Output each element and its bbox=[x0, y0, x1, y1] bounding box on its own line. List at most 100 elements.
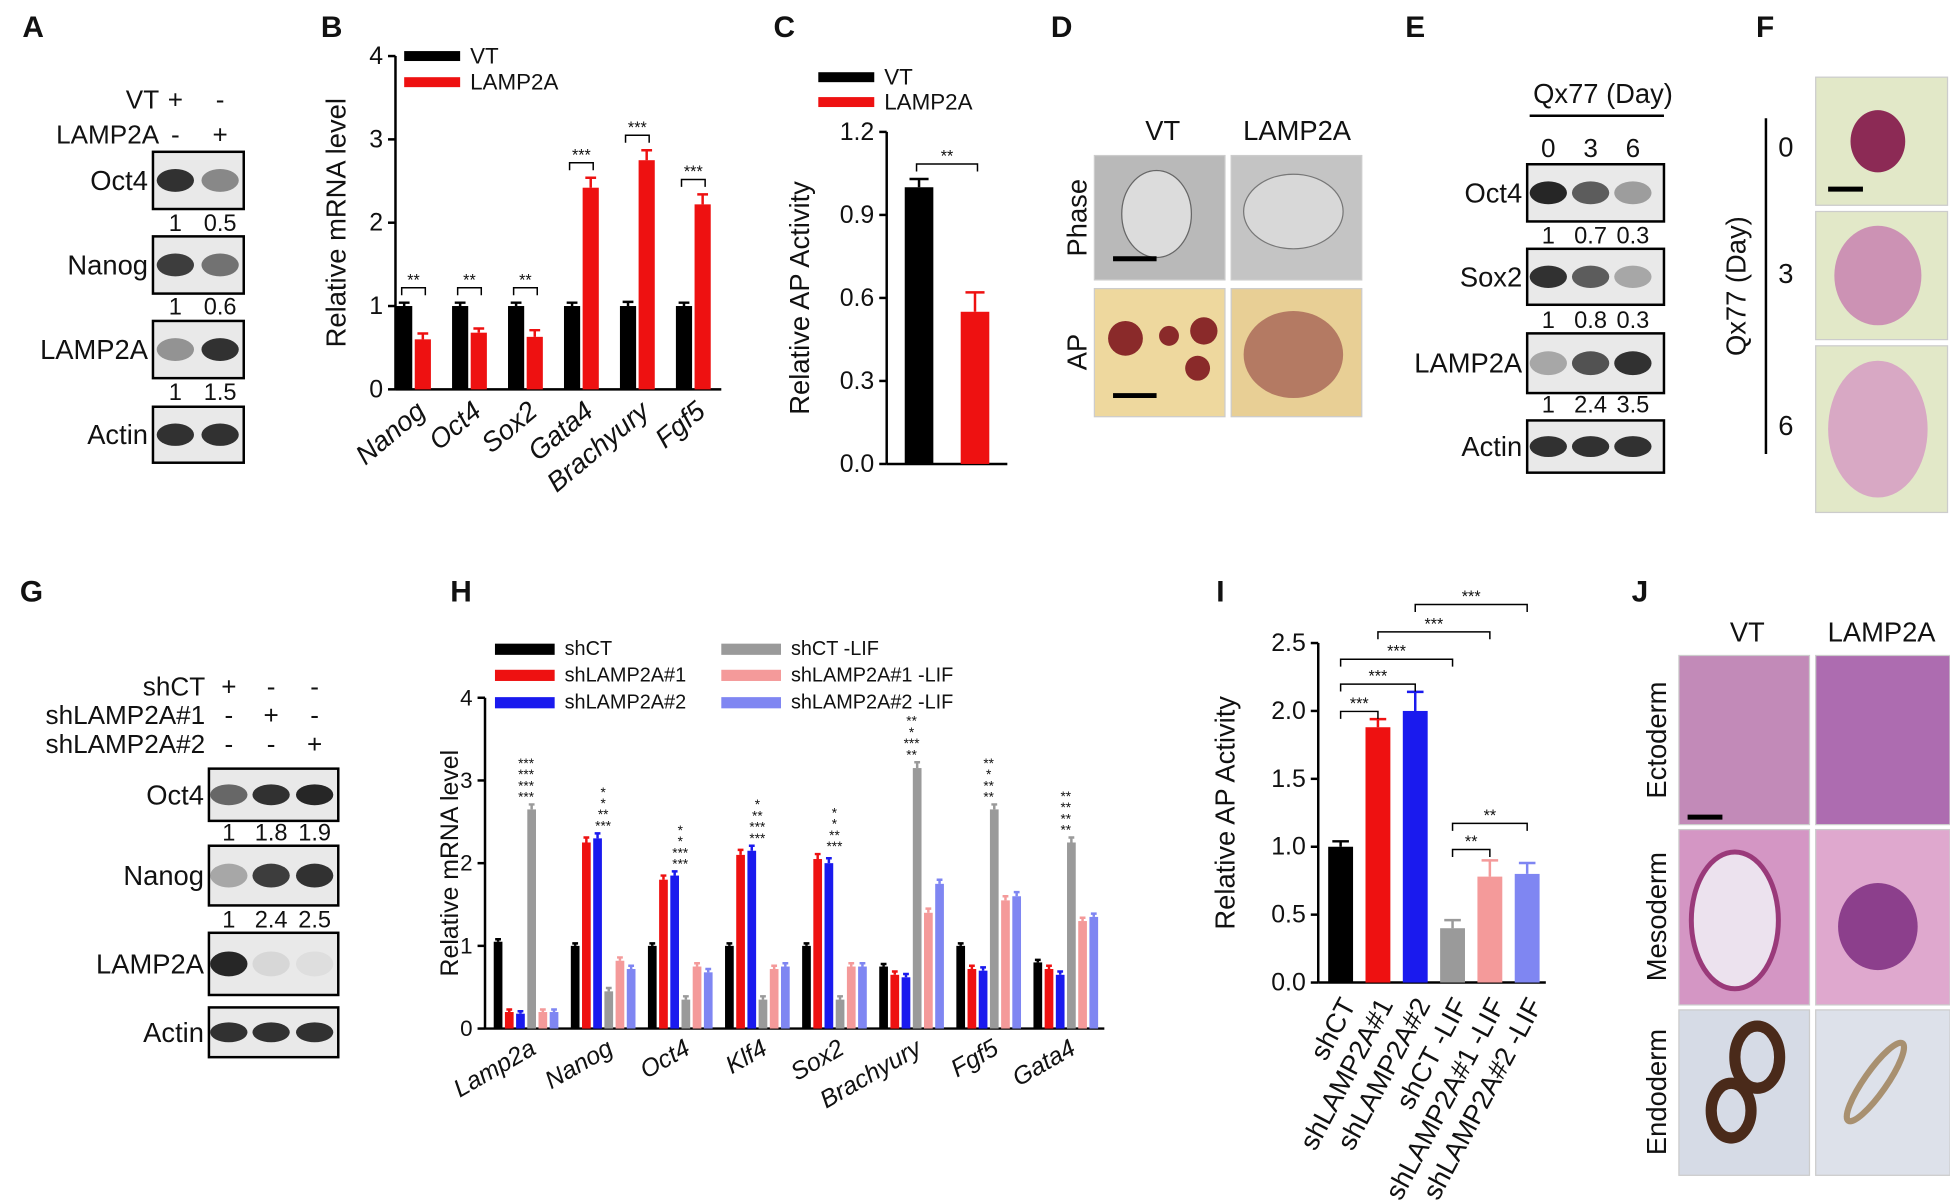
y-tick-label: 1.2 bbox=[840, 118, 875, 146]
x-tick-label: Fgf5 bbox=[946, 1034, 1003, 1083]
blot-quant: 0.7 bbox=[1574, 223, 1607, 249]
bar bbox=[1440, 928, 1465, 983]
error-bar bbox=[594, 832, 601, 839]
legend-swatch bbox=[818, 97, 875, 108]
x-tick-label: Fgf5 bbox=[649, 394, 711, 453]
significance-bracket bbox=[512, 287, 538, 296]
bar bbox=[626, 969, 636, 1029]
blot-band bbox=[1571, 351, 1610, 376]
tissue bbox=[1843, 1039, 1908, 1125]
error-bar bbox=[891, 970, 898, 975]
bar bbox=[604, 991, 614, 1029]
panel-letter: H bbox=[450, 576, 472, 609]
row-label: Mesoderm bbox=[1641, 852, 1672, 981]
bar bbox=[615, 960, 625, 1029]
bar bbox=[989, 809, 999, 1029]
condition-sign: + bbox=[307, 729, 322, 759]
blot-quant: 1 bbox=[1542, 308, 1555, 334]
error-bar bbox=[566, 301, 578, 307]
bar bbox=[470, 332, 487, 390]
significance-label: * bbox=[600, 796, 606, 811]
colony bbox=[1185, 355, 1211, 381]
legend-label: VT bbox=[884, 65, 913, 90]
bar bbox=[593, 838, 602, 1029]
error-bar bbox=[1444, 918, 1461, 929]
bar bbox=[904, 187, 934, 464]
condition-sign: + bbox=[263, 700, 278, 730]
legend-swatch bbox=[721, 669, 781, 681]
blot-band bbox=[1571, 436, 1610, 457]
significance-label: ** bbox=[1060, 800, 1071, 815]
error-bar bbox=[617, 956, 623, 961]
error-bar bbox=[1068, 836, 1075, 843]
legend-swatch bbox=[721, 697, 781, 709]
bar bbox=[1001, 900, 1010, 1029]
legend-label: VT bbox=[470, 44, 499, 69]
column-label: VT bbox=[1145, 115, 1180, 146]
y-axis-label: Relative mRNA level bbox=[436, 750, 464, 977]
error-bar bbox=[605, 986, 612, 992]
y-tick-label: 1.0 bbox=[1271, 833, 1306, 861]
bar bbox=[1402, 710, 1428, 983]
significance-label: *** bbox=[518, 756, 535, 771]
bar bbox=[824, 863, 834, 1029]
blot-quant: 1.5 bbox=[204, 380, 237, 406]
blot-quant: 0.3 bbox=[1616, 308, 1649, 334]
significance-label: * bbox=[909, 725, 915, 740]
error-bar bbox=[925, 907, 932, 913]
bar bbox=[516, 1013, 525, 1029]
column-label: LAMP2A bbox=[1243, 115, 1352, 146]
significance-bracket bbox=[1451, 848, 1491, 857]
error-bar bbox=[585, 176, 597, 188]
row-label: Ectoderm bbox=[1641, 682, 1672, 799]
bar bbox=[570, 945, 580, 1029]
blot-row-label: LAMP2A bbox=[1414, 348, 1523, 379]
tissue bbox=[1705, 1077, 1757, 1144]
significance-label: *** bbox=[628, 119, 648, 137]
error-bar bbox=[1332, 840, 1349, 847]
significance-label: ** bbox=[598, 807, 609, 822]
blot-band bbox=[156, 253, 195, 277]
blot-band bbox=[252, 1022, 290, 1043]
lane-label: 6 bbox=[1626, 133, 1641, 163]
legend-label: shLAMP2A#2 -LIF bbox=[791, 692, 953, 714]
blot-row-label: LAMP2A bbox=[40, 334, 149, 365]
significance-label: ** bbox=[519, 271, 532, 289]
significance-label: ** bbox=[906, 747, 917, 762]
significance-label: *** bbox=[672, 845, 689, 860]
blot-quant: 1 bbox=[222, 820, 235, 846]
significance-bracket bbox=[1339, 658, 1454, 667]
bar bbox=[692, 966, 702, 1029]
bar bbox=[1328, 846, 1354, 983]
significance-bracket bbox=[456, 287, 483, 296]
significance-bracket bbox=[624, 134, 650, 143]
error-bar bbox=[991, 803, 998, 810]
bar bbox=[879, 966, 888, 1029]
significance-label: ** bbox=[752, 808, 763, 823]
blot-band bbox=[252, 951, 290, 977]
error-bar bbox=[473, 327, 485, 333]
significance-label: *** bbox=[684, 163, 704, 181]
bar bbox=[835, 999, 845, 1029]
significance-label: * bbox=[832, 817, 838, 832]
significance-label: *** bbox=[826, 839, 843, 854]
error-bar bbox=[825, 856, 832, 864]
bar bbox=[758, 999, 768, 1029]
panel-letter: E bbox=[1405, 11, 1425, 44]
blot-quant: 1 bbox=[169, 380, 182, 406]
bar bbox=[1514, 873, 1540, 983]
x-tick-label: Oct4 bbox=[423, 395, 487, 456]
bar bbox=[582, 187, 599, 390]
error-bar bbox=[660, 874, 667, 880]
rotated-title: Qx77 (Day) bbox=[1721, 216, 1752, 356]
y-tick-label: 0.9 bbox=[840, 201, 875, 229]
blot-quant: 1 bbox=[169, 294, 182, 320]
bar bbox=[694, 204, 711, 390]
error-bar bbox=[506, 1008, 513, 1013]
bar bbox=[638, 160, 655, 390]
bar bbox=[813, 859, 823, 1029]
significance-label: ** bbox=[1484, 807, 1497, 825]
blot-band bbox=[201, 253, 239, 277]
colony bbox=[1828, 360, 1928, 498]
colony bbox=[1108, 320, 1143, 356]
